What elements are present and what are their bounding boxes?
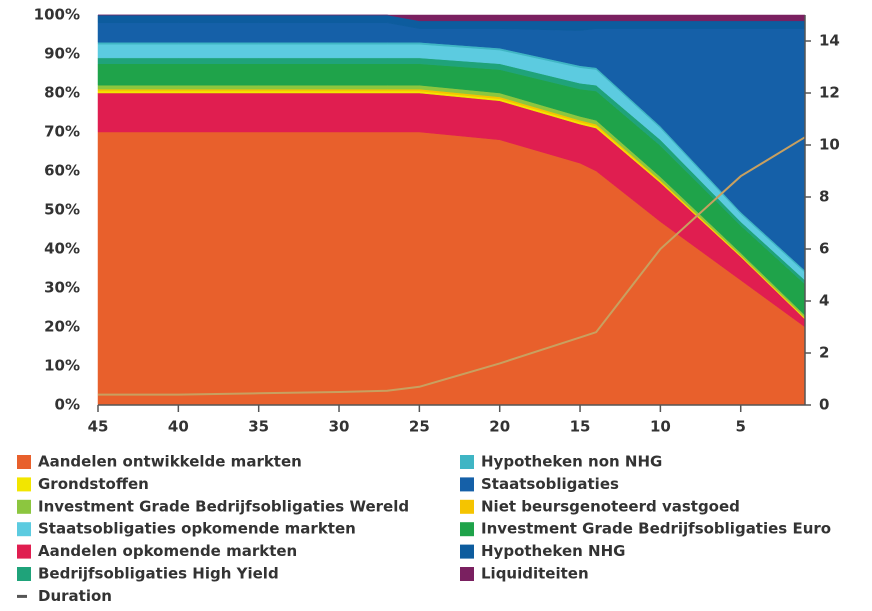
y2-tick-label: 6 xyxy=(819,240,829,258)
legend-label: Hypotheken NHG xyxy=(481,542,625,560)
legend-label: Investment Grade Bedrijfsobligaties Were… xyxy=(38,497,409,515)
legend-label: Grondstoffen xyxy=(38,475,149,493)
legend-swatch xyxy=(460,544,474,559)
y-tick-label: 70% xyxy=(44,123,80,141)
x-tick-label: 40 xyxy=(168,418,189,436)
y-tick-label: 20% xyxy=(44,318,80,336)
legend-swatch xyxy=(17,499,31,514)
duration-line xyxy=(98,136,806,396)
legend-label: Liquiditeiten xyxy=(481,565,589,583)
legend-swatch xyxy=(460,477,474,492)
y-tick-label: 10% xyxy=(44,357,80,375)
legend-swatch xyxy=(460,499,474,514)
y2-tick-label: 12 xyxy=(819,84,840,102)
legend-label: Bedrijfsobligaties High Yield xyxy=(38,565,279,583)
legend-swatch xyxy=(17,455,31,469)
y2-tick-label: 14 xyxy=(819,32,840,50)
legend-swatch xyxy=(460,522,474,537)
legend-label: Duration xyxy=(38,587,112,605)
y2-tick-label: 0 xyxy=(819,396,829,414)
legend-label: Staatsobligaties xyxy=(481,475,619,493)
x-tick-label: 25 xyxy=(409,418,430,436)
y-tick-label: 50% xyxy=(44,201,80,219)
legend-label: Niet beursgenoteerd vastgoed xyxy=(481,497,740,515)
legend-swatch xyxy=(460,567,474,581)
legend-swatch xyxy=(17,567,31,581)
x-tick-label: 10 xyxy=(650,418,671,436)
y2-tick-label: 8 xyxy=(819,188,829,206)
legend-swatch xyxy=(17,594,27,598)
y-tick-label: 100% xyxy=(34,6,80,24)
y-tick-label: 80% xyxy=(44,84,80,102)
x-tick-label: 35 xyxy=(248,418,269,436)
legend-swatch xyxy=(17,544,31,559)
legend-swatch xyxy=(460,455,474,469)
legend-label: Staatsobligaties opkomende markten xyxy=(38,520,356,538)
y-tick-label: 40% xyxy=(44,240,80,258)
y-tick-label: 30% xyxy=(44,279,80,297)
x-tick-label: 5 xyxy=(736,418,746,436)
x-tick-label: 30 xyxy=(329,418,350,436)
legend-label: Hypotheken non NHG xyxy=(481,453,662,471)
y-tick-label: 0% xyxy=(55,396,80,414)
legend-swatch xyxy=(17,522,31,537)
y2-tick-label: 10 xyxy=(819,136,840,154)
legend-label: Aandelen opkomende markten xyxy=(38,542,297,560)
y2-tick-label: 2 xyxy=(819,344,829,362)
x-tick-label: 20 xyxy=(489,418,510,436)
y2-tick-label: 4 xyxy=(819,292,829,310)
legend-swatch xyxy=(17,477,31,492)
y-tick-label: 90% xyxy=(44,45,80,63)
legend-label: Aandelen ontwikkelde markten xyxy=(38,453,302,471)
x-tick-label: 15 xyxy=(570,418,591,436)
x-tick-label: 45 xyxy=(88,418,109,436)
legend-label: Investment Grade Bedrijfsobligaties Euro xyxy=(481,520,831,538)
y-tick-label: 60% xyxy=(44,162,80,180)
